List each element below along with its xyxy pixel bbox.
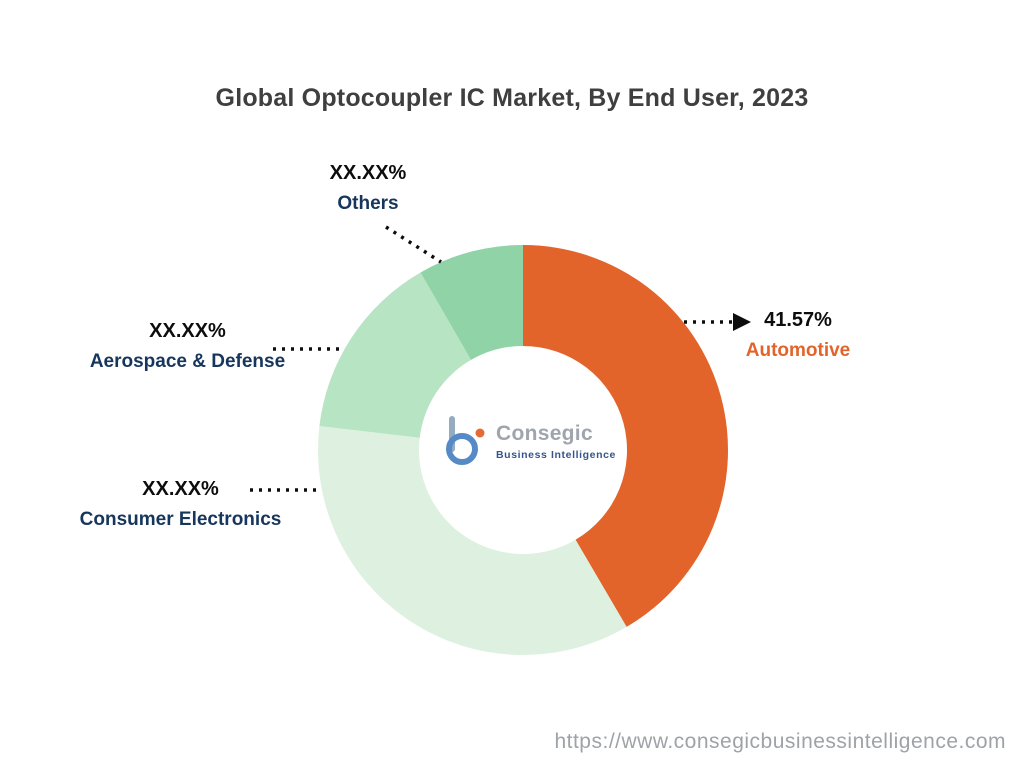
aerospace-defense-label: Aerospace & Defense [89,351,286,372]
segment-aerospace-defense [319,272,472,438]
callout-consumer-electronics: XX.XX% Consumer Electronics [68,479,293,529]
callout-others: XX.XX% Others [298,163,438,213]
leader-line-others [385,225,442,264]
donut-segments [317,245,729,656]
consegic-logo-text: Consegic Business Intelligence [496,422,616,461]
automotive-value: 41.57% [764,309,832,331]
callout-automotive: 41.57% Automotive [733,310,863,360]
automotive-label: Automotive [745,340,851,361]
logo-tagline: Business Intelligence [496,448,616,461]
segment-consumer-electronics [317,425,627,656]
aerospace-defense-value: XX.XX% [149,320,226,342]
others-value: XX.XX% [329,162,407,184]
consegic-logo-icon [446,416,485,465]
consumer-electronics-label: Consumer Electronics [79,509,282,530]
others-label: Others [337,193,399,214]
segment-automotive [523,245,729,627]
source-url: https://www.consegicbusinessintelligence… [554,730,1006,753]
chart-title: Global Optocoupler IC Market, By End Use… [215,84,809,112]
consumer-electronics-value: XX.XX% [142,478,219,500]
segment-others [420,245,523,360]
callout-aerospace-defense: XX.XX% Aerospace & Defense [75,321,300,371]
consegic-logo: Consegic Business Intelligence [441,413,616,469]
arrow-right-icon [733,313,751,331]
logo-name: Consegic [496,421,593,445]
